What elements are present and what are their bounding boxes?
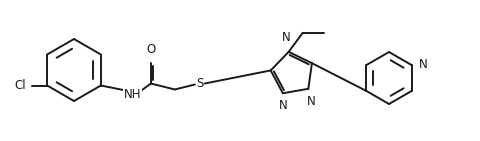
Text: N: N xyxy=(278,99,287,112)
Text: N: N xyxy=(418,59,426,71)
Text: S: S xyxy=(196,77,203,90)
Text: N: N xyxy=(281,31,290,44)
Text: NH: NH xyxy=(123,88,141,101)
Text: N: N xyxy=(306,95,314,108)
Text: Cl: Cl xyxy=(14,79,25,92)
Text: O: O xyxy=(146,42,155,56)
